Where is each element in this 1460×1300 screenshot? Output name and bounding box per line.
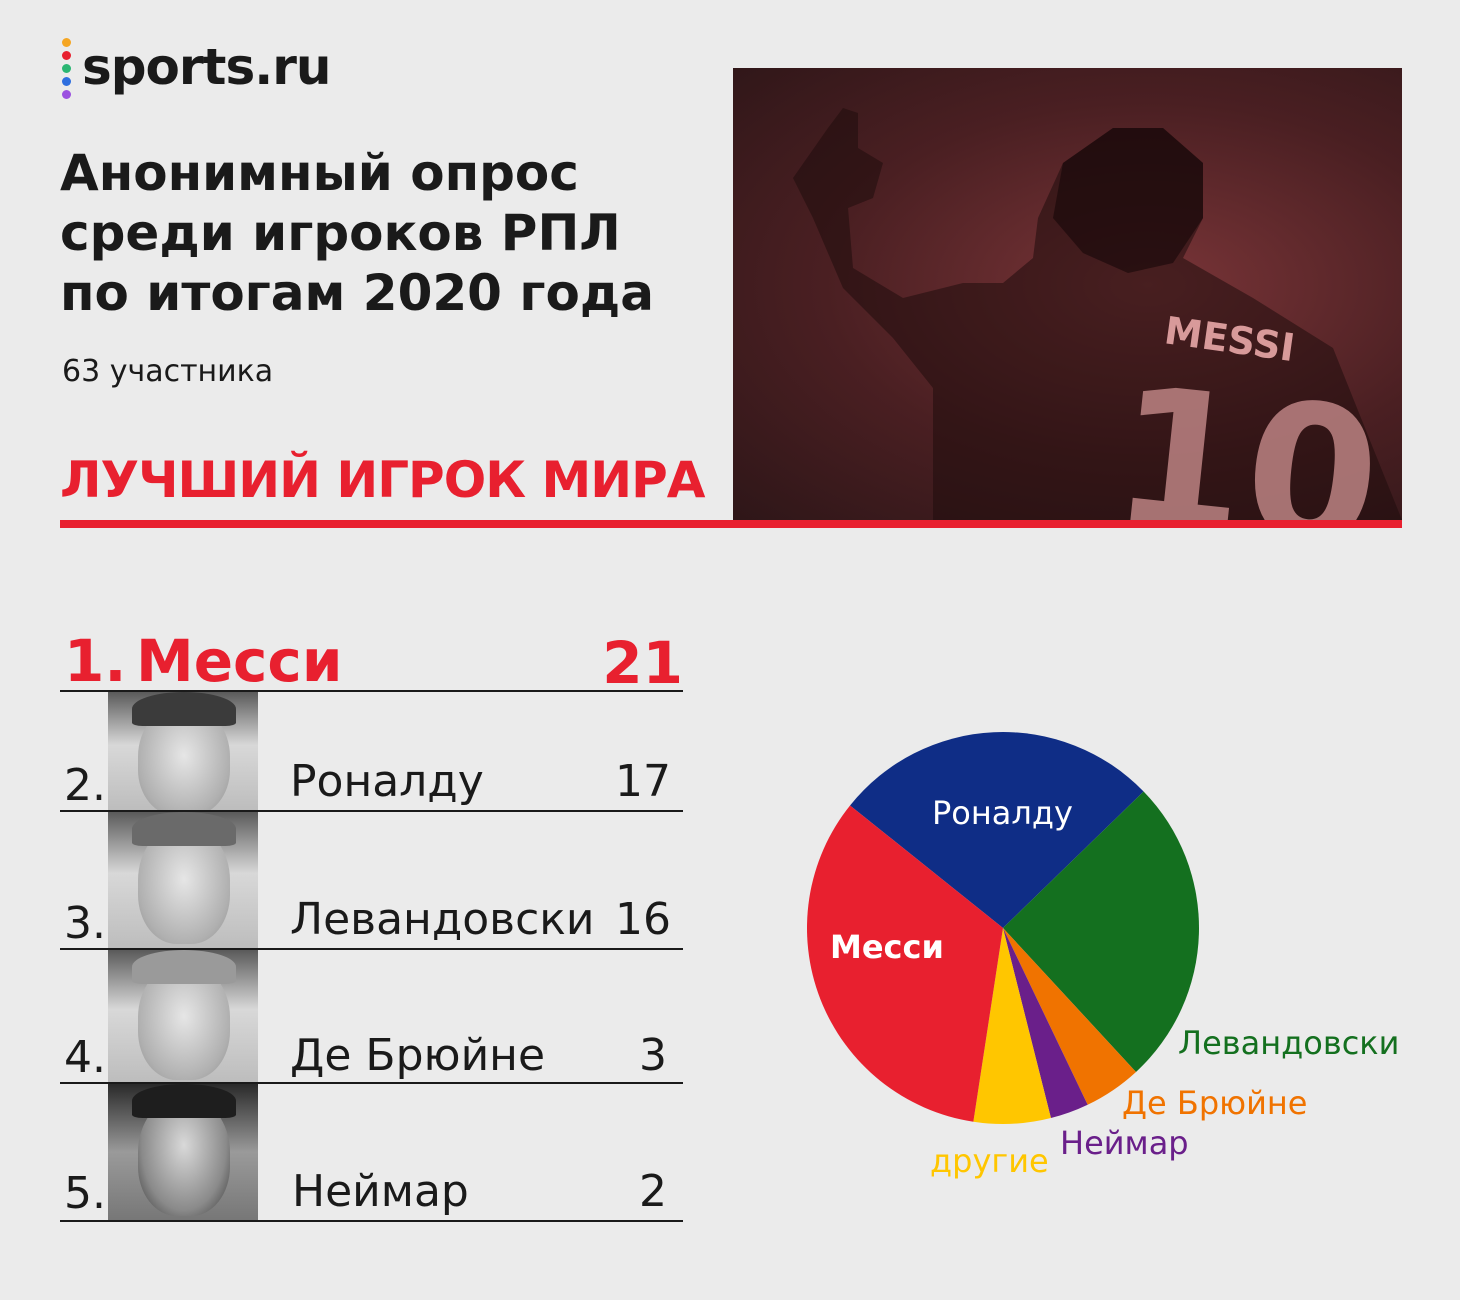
pie-label-lewandowski: Левандовски: [1178, 1024, 1399, 1062]
pie-label-neymar: Неймар: [1060, 1124, 1189, 1162]
player-name: Де Брюйне: [290, 1030, 546, 1081]
ranking-row: 5. Неймар 2: [60, 1084, 683, 1222]
pie-slice-lewandowski: [1003, 791, 1199, 1072]
rank-number: 5.: [64, 1168, 106, 1219]
title-line: среди игроков РПЛ: [60, 204, 621, 262]
jersey-number: 10: [1103, 345, 1389, 520]
logo-text: sports.ru: [82, 38, 331, 96]
player-photo: [108, 1084, 258, 1220]
player-photo: [108, 950, 258, 1082]
pie-slice-ronaldo: [850, 732, 1144, 928]
logo-dots-icon: [62, 38, 72, 103]
pie-label-messi: Месси: [830, 928, 944, 966]
pie-slice-others: [973, 928, 1051, 1124]
player-name: Левандовски: [290, 894, 595, 945]
player-name: Неймар: [292, 1166, 469, 1217]
title-line: Анонимный опрос: [60, 144, 579, 202]
vote-count: 21: [602, 629, 683, 697]
vote-count: 3: [639, 1030, 667, 1081]
rank-number: 2.: [64, 760, 106, 811]
vote-count: 17: [615, 756, 671, 807]
player-photo: [108, 812, 258, 948]
title-line: по итогам 2020 года: [60, 264, 654, 322]
page-title: Анонимный опрос среди игроков РПЛ по ито…: [60, 143, 700, 323]
rank-number: 3.: [64, 898, 106, 949]
ranking-row: 2. Роналду 17: [60, 692, 683, 812]
player-name: Месси: [136, 627, 343, 695]
ranking-row: 4. Де Брюйне 3: [60, 950, 683, 1084]
player-photo: [108, 692, 258, 810]
rank-number: 1.: [64, 627, 127, 695]
section-title: ЛУЧШИЙ ИГРОК МИРА: [60, 451, 705, 509]
pie-label-debruyne: Де Брюйне: [1122, 1084, 1307, 1122]
vote-count: 2: [639, 1166, 667, 1217]
rank-number: 4.: [64, 1032, 106, 1083]
section-divider: [60, 520, 1402, 528]
player-name: Роналду: [290, 756, 484, 807]
pie-label-ronaldo: Роналду: [932, 794, 1073, 832]
messi-silhouette-icon: MESSI 10: [793, 108, 1402, 520]
messi-photo: MESSI 10: [733, 68, 1402, 520]
ranking-row: 3. Левандовски 16: [60, 812, 683, 950]
vote-count: 16: [615, 894, 671, 945]
participants-count: 63 участника: [62, 354, 274, 389]
pie-label-others: другие: [930, 1142, 1049, 1180]
pie-slice-debruyne: [1003, 928, 1136, 1105]
pie-slice-neymar: [1003, 928, 1088, 1119]
ranking-row: 1. Месси 21: [60, 620, 683, 692]
pie-slice-messi: [807, 805, 1003, 1122]
